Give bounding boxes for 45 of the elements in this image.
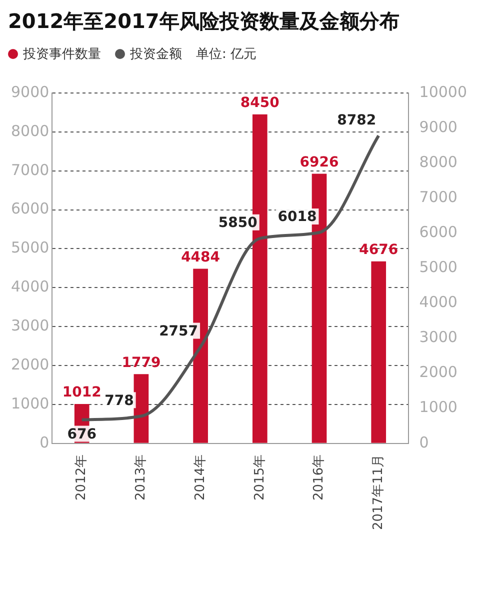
data-label: 6018 — [278, 209, 317, 226]
y-tick-label: 5000 — [10, 238, 50, 257]
data-label: 1779 — [122, 354, 161, 371]
y2-tick-label: 6000 — [419, 223, 458, 242]
data-label: 8450 — [240, 95, 280, 112]
bar — [371, 261, 386, 443]
y-tick-label: 6000 — [10, 200, 50, 218]
data-label: 5850 — [218, 215, 258, 232]
data-label: 6926 — [300, 154, 339, 170]
y-tick-label: 7000 — [10, 160, 50, 179]
y2-tick-label: 5000 — [419, 258, 458, 276]
y2-tick-label: 1000 — [419, 398, 458, 416]
data-label: 676 — [67, 426, 96, 442]
data-label: 1012 — [62, 384, 102, 401]
y-tick-label: 0 — [40, 433, 50, 452]
y2-tick-label: 9000 — [419, 118, 458, 136]
y-tick-label: 1000 — [10, 394, 50, 412]
x-tick-label: 2012年 — [74, 454, 90, 500]
legend-label: 投资金额 — [130, 46, 182, 63]
y2-tick-label: 3000 — [419, 328, 458, 346]
x-tick-label: 2013年 — [134, 454, 149, 500]
y-tick-label: 4000 — [10, 278, 50, 296]
y2-tick-label: 7000 — [419, 188, 458, 206]
text: 单位: 亿元 — [196, 46, 257, 63]
y-tick-label: 3000 — [10, 316, 50, 334]
x-tick-label: 2014年 — [192, 454, 208, 500]
x-tick-label: 2015年 — [252, 454, 268, 500]
data-label: 2757 — [159, 323, 198, 340]
y-tick-label: 9000 — [10, 82, 50, 101]
y2-tick-label: 4000 — [419, 293, 458, 312]
chart-title: 2012年至2017年风险投资数量及金额分布 — [8, 8, 400, 35]
data-label: 4676 — [359, 242, 398, 258]
data-label: 8782 — [337, 112, 376, 128]
x-tick-label: 2017年11月 — [370, 454, 386, 530]
data-label: 778 — [104, 392, 134, 409]
y2-tick-label: 2000 — [419, 363, 458, 382]
y-tick-label: 8000 — [10, 122, 50, 140]
y2-tick-label: 10000 — [419, 82, 467, 101]
y2-tick-label: 8000 — [419, 152, 458, 171]
y2-tick-label: 0 — [419, 433, 429, 452]
y-tick-label: 2000 — [10, 355, 50, 374]
bar — [134, 374, 149, 443]
legend-label: 投资事件数量 — [23, 46, 101, 63]
data-label: 4484 — [181, 249, 220, 266]
x-tick-label: 2016年 — [312, 454, 327, 500]
